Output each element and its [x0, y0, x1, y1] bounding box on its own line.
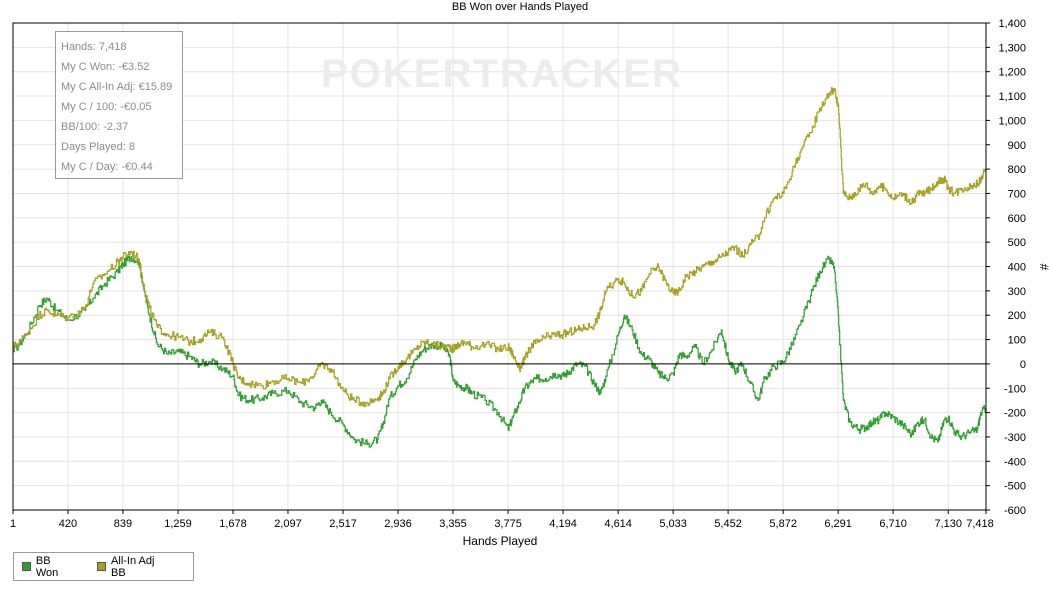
y-tick-label: 500: [1008, 237, 1026, 249]
legend-label-allin-adj: All-In Adj BB: [111, 554, 155, 579]
legend-swatch-bb-won: [22, 562, 31, 571]
y-tick-label: 600: [1008, 213, 1026, 225]
y-tick-label: 900: [1008, 140, 1026, 152]
stats-tooltip-box: Hands: 7,418 My C Won: -€3.52 My C All-I…: [55, 31, 183, 179]
x-tick-label: 4,614: [604, 518, 632, 530]
y-tick-label: 1,200: [998, 67, 1026, 79]
y-tick-label: -200: [1004, 408, 1026, 420]
x-tick-label: 1,678: [219, 518, 247, 530]
x-tick-label: 1: [10, 518, 16, 530]
x-tick-label: 6,710: [879, 518, 907, 530]
y-tick-label: 100: [1008, 335, 1026, 347]
y-axis-title: #: [1037, 264, 1049, 271]
y-tick-label: -400: [1004, 456, 1026, 468]
stat-per-100: My C / 100: -€0.05: [61, 101, 152, 113]
x-tick-label: 839: [114, 518, 132, 530]
y-tick-label: 1,100: [998, 91, 1026, 103]
x-tick-label: 4,194: [549, 518, 577, 530]
y-tick-label: 300: [1008, 286, 1026, 298]
x-axis-title: Hands Played: [463, 534, 538, 548]
x-tick-label: 7,418: [966, 518, 994, 530]
y-tick-label: 800: [1008, 164, 1026, 176]
legend-label-bb-won: BB Won: [35, 554, 59, 579]
y-tick-label: 1,300: [998, 42, 1026, 54]
y-tick-label: -100: [1004, 383, 1026, 395]
x-tick-label: 2,936: [384, 518, 412, 530]
watermark-text: POKERTRACKER: [321, 52, 683, 96]
series-line-allin-adj: [13, 87, 987, 407]
x-tick-label: 3,355: [439, 518, 467, 530]
x-tick-label: 3,775: [494, 518, 522, 530]
stat-bb-per-100: BB/100: -2.37: [61, 121, 129, 133]
x-tick-label: 6,291: [824, 518, 852, 530]
x-tick-label: 5,033: [659, 518, 687, 530]
y-axis-ticks: 1,400 1,300 1,200 1,100 1,000 900 800 700 600 500…: [986, 18, 1026, 517]
y-tick-label: 700: [1008, 188, 1026, 200]
y-tick-label: -300: [1004, 432, 1026, 444]
y-tick-label: 400: [1008, 262, 1026, 274]
stat-allin-adj: My C All-In Adj: €15.89: [61, 81, 173, 93]
x-axis-ticks: 1 420 839 1,259 1,678 2,097 2,517 2,936 3,355 3,7…: [10, 510, 994, 530]
x-tick-label: 5,872: [769, 518, 797, 530]
legend-item-bb-won[interactable]: BB Won: [22, 555, 75, 579]
x-tick-label: 2,517: [329, 518, 357, 530]
y-tick-label: 0: [1020, 359, 1026, 371]
x-tick-label: 420: [59, 518, 77, 530]
chart-legend: BB Won All-In Adj BB: [13, 552, 194, 581]
x-tick-label: 2,097: [274, 518, 302, 530]
stat-days-played: Days Played: 8: [61, 141, 135, 153]
y-tick-label: -500: [1004, 481, 1026, 493]
y-tick-label: 200: [1008, 310, 1026, 322]
series-line-bb-won: [13, 255, 987, 448]
stat-hands: Hands: 7,418: [61, 41, 127, 53]
legend-item-allin-adj[interactable]: All-In Adj BB: [97, 555, 171, 579]
series-lines: [13, 87, 987, 448]
y-tick-label: 1,000: [998, 115, 1026, 127]
chart-title: BB Won over Hands Played: [452, 1, 588, 13]
y-tick-label: -600: [1004, 505, 1026, 517]
x-tick-label: 1,259: [164, 518, 192, 530]
x-tick-label: 5,452: [714, 518, 742, 530]
y-tick-label: 1,400: [998, 18, 1026, 30]
stat-per-day: My C / Day: -€0.44: [61, 161, 153, 173]
x-tick-label: 7,130: [934, 518, 962, 530]
stat-won: My C Won: -€3.52: [61, 61, 150, 73]
legend-swatch-allin-adj: [97, 562, 107, 571]
